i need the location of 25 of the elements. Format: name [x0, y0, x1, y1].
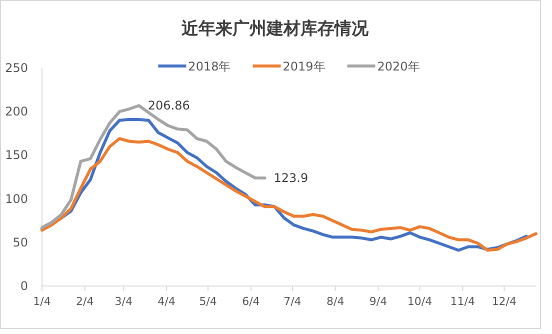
y-tick-label: 200 — [5, 104, 28, 119]
x-tick-label: 9/4 — [369, 295, 388, 308]
y-tick-label: 0 — [20, 279, 28, 293]
annotation: 123.9 — [274, 170, 308, 185]
legend-label: 2020年 — [377, 60, 420, 74]
legend-label: 2019年 — [282, 60, 326, 74]
chart-title: 近年来广州建材库存情况 — [180, 19, 370, 39]
x-tick-label: 2/4 — [76, 295, 94, 308]
annotation: 206.86 — [148, 98, 190, 113]
x-tick-label: 4/4 — [158, 295, 176, 308]
x-tick-label: 11/4 — [450, 295, 476, 308]
y-tick-label: 100 — [5, 192, 28, 206]
x-tick-label: 7/4 — [284, 295, 302, 308]
x-tick-label: 6/4 — [242, 295, 260, 308]
y-tick-label: 250 — [5, 61, 28, 75]
x-tick-label: 10/4 — [407, 295, 432, 308]
legend-label: 2018年 — [188, 60, 231, 74]
x-tick-label: 1/4 — [33, 295, 51, 308]
line-series — [40, 137, 538, 252]
y-tick-label: 50 — [12, 235, 28, 250]
x-tick-label: 8/4 — [326, 295, 344, 308]
x-tick-label: 12/4 — [492, 295, 517, 308]
y-tick-label: 150 — [5, 148, 28, 162]
x-tick-label: 3/4 — [114, 295, 132, 308]
x-tick-label: 5/4 — [199, 295, 217, 308]
